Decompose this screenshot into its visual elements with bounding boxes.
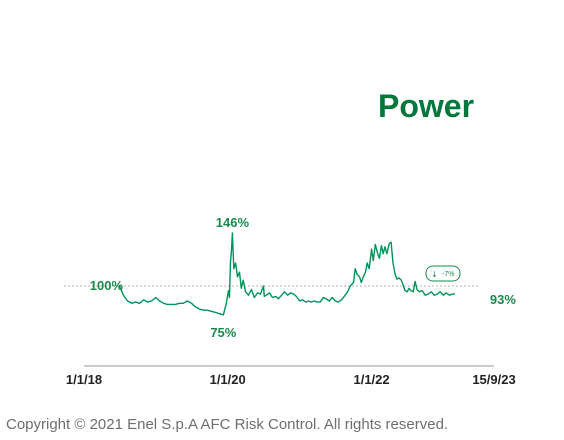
- series-line: [118, 232, 455, 316]
- reference-label-100: 100%: [90, 278, 124, 293]
- chart-title: Power: [378, 88, 475, 124]
- x-tick-label: 1/1/20: [210, 372, 246, 387]
- change-badge-frame: [425, 265, 461, 282]
- annotation-label: 75%: [210, 325, 236, 340]
- change-badge: ↓ -7%: [425, 265, 461, 282]
- annotation-label: 146%: [216, 215, 250, 230]
- annotation-label: 93%: [490, 292, 516, 307]
- change-badge-value: -7%: [442, 271, 454, 278]
- x-tick-label: 1/1/22: [353, 372, 389, 387]
- x-tick-label: 15/9/23: [472, 372, 515, 387]
- down-arrow-icon: ↓: [431, 270, 438, 279]
- chart: 100% 1/1/18 1/1/20 1/1/22 15/9/23 146% 75% 93…: [64, 215, 516, 387]
- copyright-notice: Copyright © 2021 Enel S.p.A AFC Risk Con…: [6, 416, 449, 433]
- x-tick-label: 1/1/18: [66, 372, 102, 387]
